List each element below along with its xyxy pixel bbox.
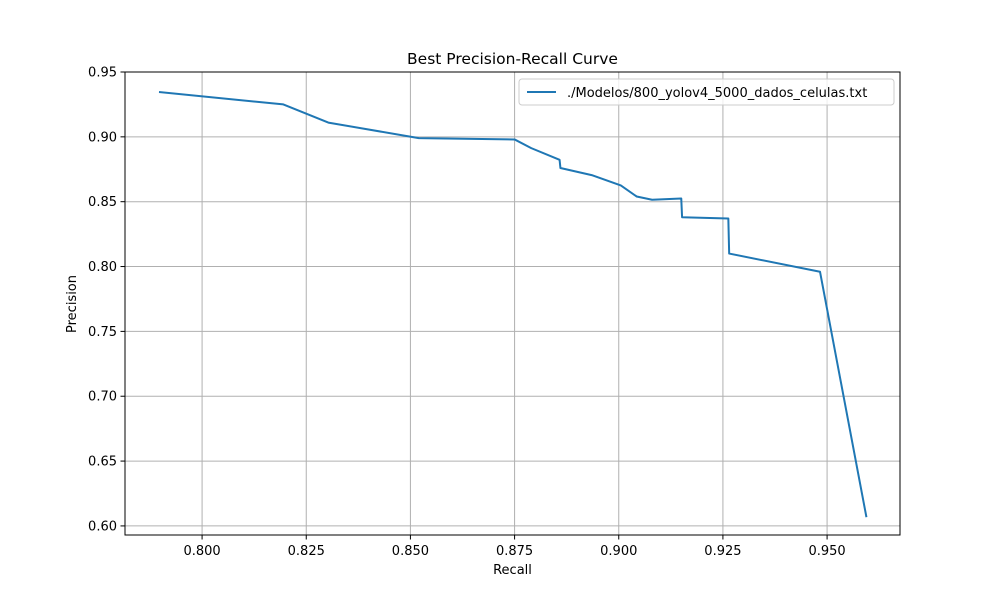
legend: ./Modelos/800_yolov4_5000_dados_celulas.… xyxy=(518,78,895,106)
x-axis-label: Recall xyxy=(493,563,532,578)
x-tick-label: 0.800 xyxy=(183,544,220,559)
y-tick-label: 0.60 xyxy=(88,519,117,534)
y-axis: 0.60 0.65 0.70 0.75 0.80 0.85 0.90 0.95 xyxy=(88,66,125,534)
legend-box xyxy=(518,78,895,106)
y-tick-label: 0.65 xyxy=(88,455,117,470)
legend-entry: ./Modelos/800_yolov4_5000_dados_celulas.… xyxy=(567,86,867,101)
x-axis: 0.800 0.825 0.850 0.875 0.900 0.925 0.950 xyxy=(183,535,846,559)
y-tick-label: 0.90 xyxy=(88,130,117,145)
plot-series xyxy=(158,91,868,518)
x-tick-label: 0.825 xyxy=(288,544,325,559)
x-tick-label: 0.950 xyxy=(808,544,845,559)
pr-curve-line xyxy=(158,91,868,518)
y-tick-label: 0.75 xyxy=(88,325,117,340)
x-tick-label: 0.875 xyxy=(496,544,533,559)
y-tick-label: 0.80 xyxy=(88,260,117,275)
x-tick-label: 0.850 xyxy=(392,544,429,559)
y-axis-label: Precision xyxy=(65,275,80,333)
x-tick-label: 0.900 xyxy=(600,544,637,559)
y-tick-label: 0.70 xyxy=(88,390,117,405)
chart-title: Best Precision-Recall Curve xyxy=(407,50,618,68)
plot-frame xyxy=(124,71,901,536)
y-tick-label: 0.85 xyxy=(88,195,117,210)
x-tick-label: 0.925 xyxy=(704,544,741,559)
y-tick-label: 0.95 xyxy=(88,66,117,81)
